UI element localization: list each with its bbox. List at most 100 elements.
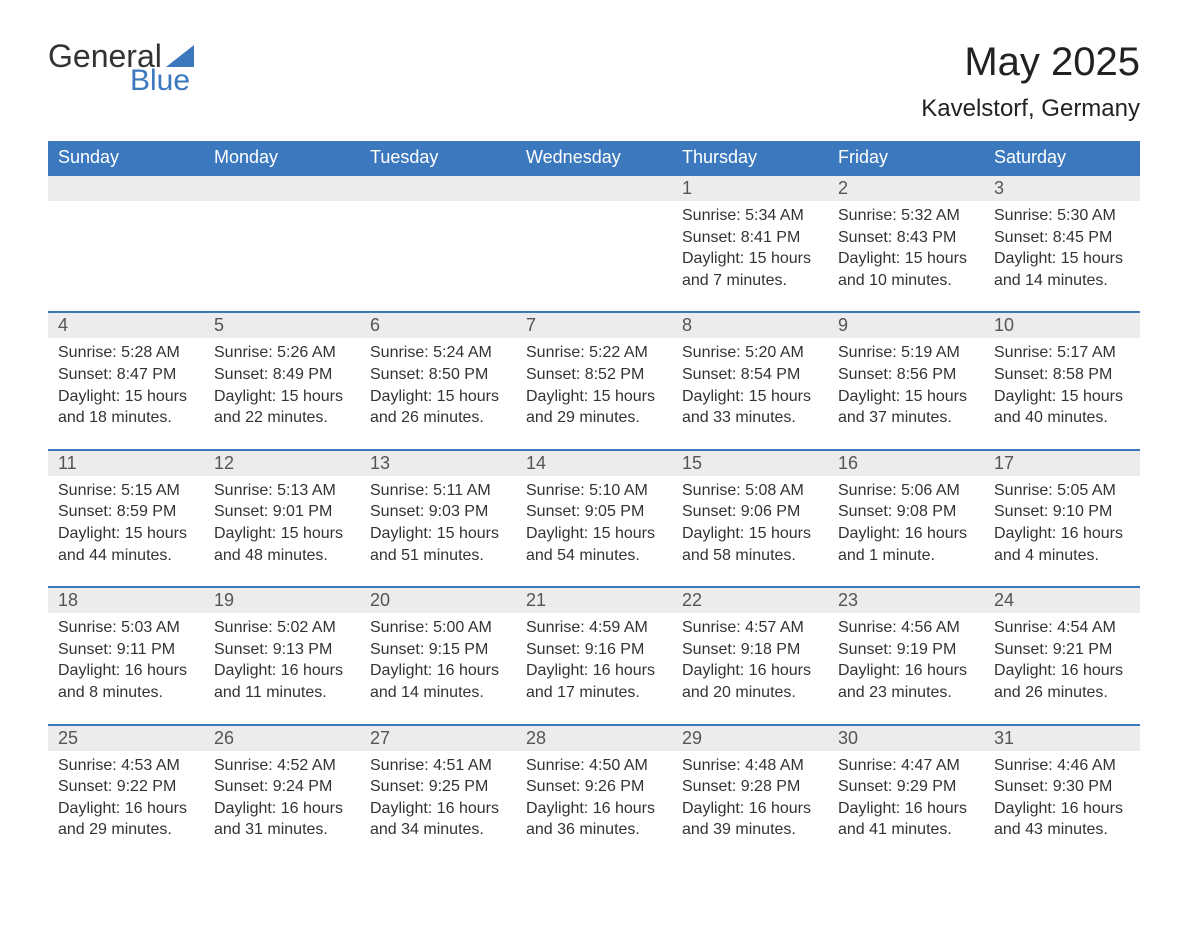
sunset-value: 9:22 PM	[117, 778, 177, 795]
day-20: Sunrise: 5:00 AMSunset: 9:15 PMDaylight:…	[360, 613, 516, 709]
sunrise: Sunrise: 5:28 AM	[58, 342, 194, 364]
daynum-2: 2	[828, 176, 984, 201]
sunrise: Sunrise: 4:50 AM	[526, 755, 662, 777]
sunset-label: Sunset:	[370, 366, 429, 383]
sunrise-value: 4:47 AM	[901, 757, 960, 774]
title-block: May 2025 Kavelstorf, Germany	[921, 40, 1140, 123]
sunset: Sunset: 9:08 PM	[838, 501, 974, 523]
daylight: Daylight: 16 hours and 17 minutes.	[526, 660, 662, 703]
sunset: Sunset: 8:49 PM	[214, 364, 350, 386]
sunrise-value: 5:06 AM	[901, 482, 960, 499]
sunrise: Sunrise: 4:53 AM	[58, 755, 194, 777]
daylight-label: Daylight:	[682, 250, 749, 267]
daylight: Daylight: 16 hours and 20 minutes.	[682, 660, 818, 703]
sunrise-value: 5:22 AM	[589, 344, 648, 361]
daylight-label: Daylight:	[994, 388, 1061, 405]
sunrise: Sunrise: 4:57 AM	[682, 617, 818, 639]
sunrise-value: 4:53 AM	[121, 757, 180, 774]
daylight: Daylight: 15 hours and 18 minutes.	[58, 386, 194, 429]
sunset: Sunset: 8:58 PM	[994, 364, 1130, 386]
daylight-label: Daylight:	[370, 525, 437, 542]
sunset-value: 8:56 PM	[897, 366, 957, 383]
daynum-16: 16	[828, 451, 984, 476]
weekday-wednesday: Wednesday	[516, 141, 672, 176]
sunset-label: Sunset:	[838, 229, 897, 246]
daylight: Daylight: 16 hours and 23 minutes.	[838, 660, 974, 703]
daynum-1: 1	[672, 176, 828, 201]
sunset-label: Sunset:	[838, 778, 897, 795]
daylight-label: Daylight:	[994, 800, 1061, 817]
daynum-22: 22	[672, 588, 828, 613]
daynum-23: 23	[828, 588, 984, 613]
daylight: Daylight: 15 hours and 44 minutes.	[58, 523, 194, 566]
day-19: Sunrise: 5:02 AMSunset: 9:13 PMDaylight:…	[204, 613, 360, 709]
week-row: 11121314151617Sunrise: 5:15 AMSunset: 8:…	[48, 449, 1140, 572]
daylight: Daylight: 16 hours and 14 minutes.	[370, 660, 506, 703]
sunrise-value: 5:11 AM	[433, 482, 491, 499]
sunset: Sunset: 9:05 PM	[526, 501, 662, 523]
sunrise-value: 4:51 AM	[433, 757, 492, 774]
sunrise-label: Sunrise:	[370, 757, 433, 774]
sunrise-value: 4:50 AM	[589, 757, 648, 774]
daylight: Daylight: 15 hours and 40 minutes.	[994, 386, 1130, 429]
daynum-row: 45678910	[48, 313, 1140, 338]
sunset-value: 9:19 PM	[897, 641, 957, 658]
daylight-label: Daylight:	[214, 388, 281, 405]
sunset-label: Sunset:	[58, 641, 117, 658]
daynum-11: 11	[48, 451, 204, 476]
sunset-value: 9:05 PM	[585, 503, 645, 520]
daylight: Daylight: 15 hours and 22 minutes.	[214, 386, 350, 429]
daynum-24: 24	[984, 588, 1140, 613]
location: Kavelstorf, Germany	[921, 95, 1140, 123]
sunset-value: 9:06 PM	[741, 503, 801, 520]
sunset-value: 8:49 PM	[273, 366, 333, 383]
sunrise-label: Sunrise:	[994, 482, 1057, 499]
daylight-label: Daylight:	[682, 800, 749, 817]
sunrise-label: Sunrise:	[682, 757, 745, 774]
sunset: Sunset: 8:43 PM	[838, 227, 974, 249]
sunrise: Sunrise: 5:06 AM	[838, 480, 974, 502]
daylight-label: Daylight:	[526, 800, 593, 817]
sunset: Sunset: 8:54 PM	[682, 364, 818, 386]
daylight: Daylight: 16 hours and 1 minute.	[838, 523, 974, 566]
sunset: Sunset: 9:24 PM	[214, 776, 350, 798]
sunrise-label: Sunrise:	[994, 619, 1057, 636]
sunset-label: Sunset:	[370, 778, 429, 795]
daylight: Daylight: 16 hours and 41 minutes.	[838, 798, 974, 841]
daynum-30: 30	[828, 726, 984, 751]
sunset-label: Sunset:	[682, 778, 741, 795]
sunrise-label: Sunrise:	[370, 344, 433, 361]
sunrise-value: 5:05 AM	[1057, 482, 1116, 499]
sunset-label: Sunset:	[214, 641, 273, 658]
daynum-3: 3	[984, 176, 1140, 201]
sunrise: Sunrise: 5:05 AM	[994, 480, 1130, 502]
daynum-empty	[360, 176, 516, 201]
sunset-value: 8:59 PM	[117, 503, 177, 520]
sunset-label: Sunset:	[58, 503, 117, 520]
sunrise-label: Sunrise:	[682, 482, 745, 499]
daylight: Daylight: 16 hours and 29 minutes.	[58, 798, 194, 841]
sunrise-label: Sunrise:	[838, 619, 901, 636]
sunset-value: 9:28 PM	[741, 778, 801, 795]
sunset-label: Sunset:	[526, 366, 585, 383]
day-16: Sunrise: 5:06 AMSunset: 9:08 PMDaylight:…	[828, 476, 984, 572]
sunrise: Sunrise: 4:56 AM	[838, 617, 974, 639]
sunset: Sunset: 8:59 PM	[58, 501, 194, 523]
sunrise-value: 4:54 AM	[1057, 619, 1116, 636]
sunset-label: Sunset:	[214, 503, 273, 520]
sunset-label: Sunset:	[994, 366, 1053, 383]
sunrise: Sunrise: 4:51 AM	[370, 755, 506, 777]
day-9: Sunrise: 5:19 AMSunset: 8:56 PMDaylight:…	[828, 338, 984, 434]
daylight-label: Daylight:	[214, 662, 281, 679]
sunrise-label: Sunrise:	[682, 207, 745, 224]
sunset-label: Sunset:	[526, 778, 585, 795]
daynum-27: 27	[360, 726, 516, 751]
sunrise-value: 5:32 AM	[901, 207, 960, 224]
day-empty	[516, 201, 672, 297]
daylight: Daylight: 16 hours and 4 minutes.	[994, 523, 1130, 566]
sunrise-label: Sunrise:	[994, 344, 1057, 361]
daylight-label: Daylight:	[58, 800, 125, 817]
daylight-label: Daylight:	[370, 662, 437, 679]
daynum-18: 18	[48, 588, 204, 613]
daylight-label: Daylight:	[214, 525, 281, 542]
